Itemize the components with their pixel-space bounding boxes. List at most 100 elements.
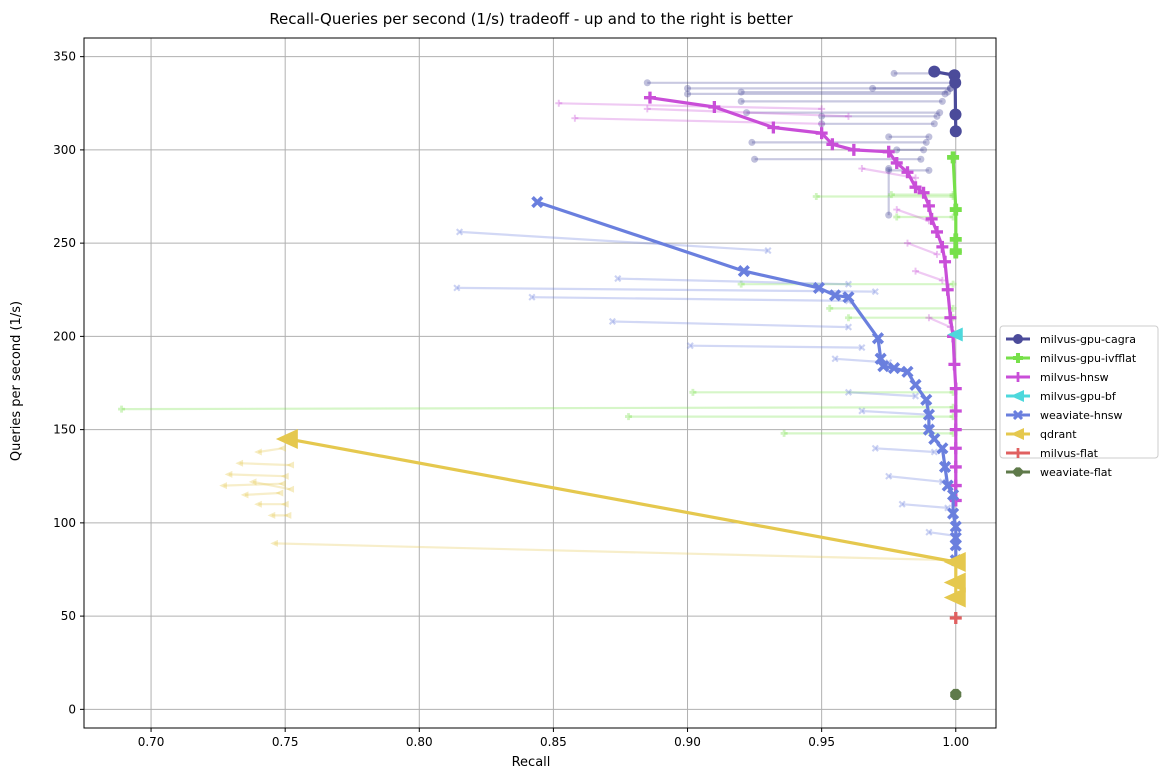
legend-item-milvus-hnsw: milvus-hnsw bbox=[1006, 371, 1109, 384]
legend-box bbox=[999, 325, 1159, 459]
pareto-point-weaviate-hnsw bbox=[812, 281, 826, 294]
run-point-milvus-gpu-cagra bbox=[885, 211, 893, 219]
run-line-weaviate-hnsw bbox=[875, 447, 935, 454]
pareto-point-milvus-hnsw bbox=[882, 145, 895, 158]
pareto-point-weaviate-hnsw bbox=[920, 393, 933, 406]
pareto-point-milvus-gpu-ivfflat bbox=[949, 203, 962, 216]
run-point-milvus-gpu-cagra bbox=[869, 84, 877, 92]
run-point-qdrant bbox=[248, 478, 257, 486]
pareto-point-milvus-gpu-cagra bbox=[928, 65, 941, 78]
pareto-point-weaviate-hnsw bbox=[842, 291, 855, 304]
pareto-point-milvus-hnsw bbox=[949, 479, 962, 492]
run-point-milvus-gpu-ivfflat bbox=[949, 280, 957, 288]
pareto-point-milvus-gpu-cagra bbox=[949, 76, 962, 89]
run-point-milvus-hnsw bbox=[858, 165, 866, 173]
run-line-qdrant bbox=[244, 491, 280, 496]
pareto-point-weaviate-hnsw bbox=[922, 423, 936, 436]
run-point-milvus-gpu-cagra bbox=[885, 165, 893, 173]
pareto-point-milvus-hnsw bbox=[925, 212, 938, 225]
pareto-point-weaviate-hnsw bbox=[949, 520, 962, 533]
legend: milvus-gpu-cagra milvus-gpu-ivfflat milvus… bbox=[999, 325, 1159, 479]
plot-frame bbox=[83, 37, 997, 729]
x-tick-label: 0.75 bbox=[272, 735, 299, 749]
run-line-qdrant bbox=[252, 480, 291, 491]
pareto-point-milvus-hnsw bbox=[949, 382, 962, 395]
pareto-point-milvus-gpu-ivfflat bbox=[949, 233, 962, 246]
run-point-milvus-hnsw bbox=[555, 99, 563, 107]
pareto-point-weaviate-hnsw bbox=[928, 432, 941, 446]
pareto-point-milvus-hnsw bbox=[643, 91, 656, 104]
run-point-weaviate-hnsw bbox=[455, 228, 464, 236]
run-line-weaviate-hnsw bbox=[888, 475, 943, 483]
run-line-weaviate-hnsw bbox=[848, 391, 916, 398]
legend-label: weaviate-hnsw bbox=[1040, 409, 1123, 422]
pareto-point-milvus-hnsw bbox=[944, 311, 957, 324]
run-point-milvus-gpu-ivfflat bbox=[949, 429, 957, 437]
legend-marker bbox=[1013, 353, 1023, 363]
run-point-milvus-gpu-ivfflat bbox=[826, 304, 834, 312]
pareto-point-milvus-hnsw bbox=[948, 358, 961, 371]
run-line-weaviate-hnsw bbox=[459, 230, 769, 252]
legend-marker bbox=[1010, 390, 1024, 402]
run-point-milvus-gpu-cagra bbox=[818, 112, 826, 120]
run-point-qdrant bbox=[270, 539, 278, 547]
legend-item-milvus-gpu-cagra: milvus-gpu-cagra bbox=[1006, 333, 1136, 346]
x-tick-label: 0.85 bbox=[540, 735, 567, 749]
run-point-milvus-hnsw bbox=[912, 267, 920, 275]
pareto-point-milvus-gpu-bf bbox=[947, 327, 963, 342]
y-tick-label: 100 bbox=[53, 516, 76, 530]
run-point-qdrant bbox=[280, 500, 289, 508]
pareto-point-weaviate-hnsw bbox=[531, 196, 544, 209]
run-point-milvus-gpu-ivfflat bbox=[949, 304, 957, 312]
legend-item-milvus-gpu-ivfflat: milvus-gpu-ivfflat bbox=[1006, 352, 1137, 365]
run-point-milvus-hnsw bbox=[938, 276, 946, 284]
run-point-milvus-gpu-cagra bbox=[885, 166, 893, 174]
run-point-qdrant bbox=[219, 482, 227, 490]
run-point-weaviate-hnsw bbox=[911, 392, 920, 400]
pareto-point-milvus-gpu-cagra bbox=[949, 125, 962, 138]
run-point-weaviate-hnsw bbox=[898, 500, 906, 508]
pareto-point-milvus-gpu-ivfflat bbox=[947, 151, 960, 164]
x-tick-label: 0.70 bbox=[138, 735, 165, 749]
run-point-milvus-gpu-cagra bbox=[925, 166, 933, 174]
pareto-point-milvus-hnsw bbox=[708, 101, 721, 113]
run-point-milvus-gpu-cagra bbox=[684, 90, 692, 98]
pareto-line-qdrant bbox=[287, 437, 958, 598]
legend-marker bbox=[1010, 428, 1024, 440]
pareto-point-milvus-hnsw bbox=[949, 494, 962, 507]
run-point-milvus-gpu-cagra bbox=[930, 120, 938, 128]
run-line-milvus-hnsw bbox=[928, 316, 951, 329]
run-point-milvus-gpu-cagra bbox=[737, 88, 745, 96]
run-point-milvus-gpu-cagra bbox=[944, 88, 952, 96]
run-point-weaviate-hnsw bbox=[871, 288, 879, 296]
run-line-milvus-hnsw bbox=[647, 107, 849, 118]
chart-title: Recall-Queries per second (1/s) tradeoff… bbox=[269, 10, 793, 28]
run-point-milvus-gpu-ivfflat bbox=[949, 193, 957, 201]
run-point-milvus-hnsw bbox=[912, 174, 920, 182]
pareto-point-weaviate-hnsw bbox=[941, 479, 954, 492]
ticks-layer: 0.70 0.75 0.80 0.85 0.90 0.95 1.00 0 50 100 150 200… bbox=[53, 50, 969, 749]
pareto-point-milvus-gpu-cagra bbox=[949, 108, 962, 121]
run-point-weaviate-hnsw bbox=[844, 280, 853, 288]
series-milvus-gpu-ivfflat bbox=[947, 151, 962, 259]
run-line-weaviate-hnsw bbox=[690, 344, 862, 349]
run-point-milvus-gpu-cagra bbox=[818, 120, 826, 128]
run-point-milvus-gpu-ivfflat bbox=[949, 191, 957, 199]
run-point-milvus-gpu-cagra bbox=[933, 112, 941, 120]
pareto-point-qdrant bbox=[943, 572, 966, 593]
run-point-weaviate-hnsw bbox=[453, 284, 461, 292]
run-point-qdrant bbox=[278, 444, 286, 452]
run-point-milvus-gpu-cagra bbox=[743, 109, 751, 117]
pareto-point-milvus-hnsw bbox=[949, 442, 962, 455]
run-line-weaviate-hnsw bbox=[531, 296, 849, 302]
pareto-point-weaviate-hnsw bbox=[871, 332, 885, 345]
run-point-milvus-gpu-ivfflat bbox=[625, 413, 633, 421]
run-point-weaviate-hnsw bbox=[930, 448, 938, 456]
legend-label: weaviate-flat bbox=[1040, 466, 1113, 479]
pareto-point-weaviate-hnsw bbox=[947, 488, 960, 501]
legend-label: milvus-gpu-cagra bbox=[1040, 333, 1136, 346]
run-point-qdrant bbox=[240, 491, 249, 499]
run-point-qdrant bbox=[224, 470, 233, 478]
pareto-point-milvus-hnsw bbox=[939, 255, 952, 268]
